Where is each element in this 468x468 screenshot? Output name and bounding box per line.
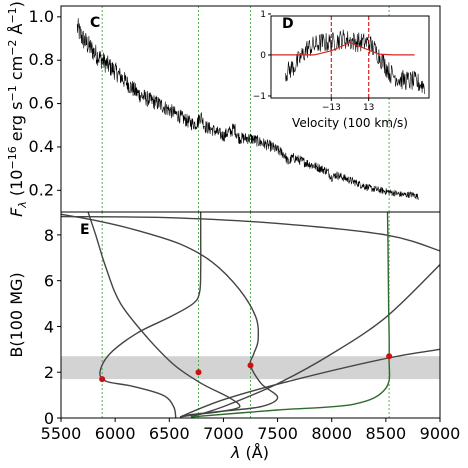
ylabel-part: −2: [6, 40, 19, 56]
panel-e-xticks: 5500 6000 6500 7000 7500 8000 8500 9000: [41, 418, 461, 443]
panel-d-ytick-label: −1: [253, 92, 266, 102]
panel-e: 5500 6000 6500 7000 7500 8000 8500 9000 0 2 4 6 8 E…: [7, 211, 461, 462]
panel-e-yticks: 0 2 4 6 8: [44, 226, 61, 428]
ylabel-part: cm: [7, 56, 26, 85]
panel-d-data: [285, 29, 425, 95]
panel-d-xlabel: Velocity (100 km/s): [292, 116, 408, 130]
panel-e-ytick-label: 8: [44, 226, 54, 245]
panel-c: 0.20.40.60.81.0 C Fλ (10−16 erg s−1 cm−2…: [6, 1, 441, 217]
panel-e-xtick-label: 8500: [365, 424, 406, 443]
ylabel-part: erg s: [7, 101, 26, 146]
panel-e-xtick-label: 7000: [203, 424, 244, 443]
panel-e-point: [247, 362, 254, 369]
panel-e-ytick-label: 4: [44, 317, 54, 336]
panel-e-curve: [190, 212, 391, 418]
panel-c-ytick-label: 0.4: [29, 137, 54, 156]
panel-d-model: [271, 41, 415, 56]
panel-d-xtick-label: 13: [363, 103, 374, 113]
panel-e-curve: [179, 348, 440, 418]
panel-e-ytick-label: 6: [44, 272, 54, 291]
panel-e-xtick-label: 8000: [311, 424, 352, 443]
panel-c-letter: C: [90, 15, 100, 31]
panel-d-background: [271, 16, 429, 98]
panel-e-xtick-label: 6500: [149, 424, 190, 443]
panel-e-vlines: [101, 212, 390, 418]
panel-e-xlabel: λ (Å): [230, 443, 269, 462]
ylabel-part: F: [7, 207, 26, 217]
panel-d-xtick-label: −13: [322, 103, 341, 113]
panel-c-ylabel: Fλ (10−16 erg s−1 cm−2 Å−1): [6, 1, 29, 217]
panel-e-xtick-label: 5500: [41, 424, 82, 443]
panel-e-point: [386, 353, 393, 360]
panel-c-ytick-label: 0.6: [29, 94, 54, 113]
panel-e-points: [99, 353, 393, 383]
panel-d-frame: [270, 15, 430, 99]
panel-e-curve: [190, 264, 440, 418]
ylabel-part: (10: [7, 170, 26, 202]
panel-e-curve: [87, 212, 241, 418]
panel-e-curve: [61, 215, 440, 252]
panel-c-spectrum: [76, 18, 419, 200]
ylabel-part: ): [7, 1, 26, 7]
panel-d-ytick-label: 1: [260, 10, 266, 20]
xlabel-part: (Å): [240, 443, 269, 462]
panel-e-xtick-label: 6000: [95, 424, 136, 443]
panel-e-frame: [60, 211, 441, 419]
panel-d-letter: D: [282, 16, 294, 32]
panel-e-curve: [61, 213, 279, 418]
panel-d-ytick-label: 0: [260, 51, 266, 61]
ylabel-part: −1: [6, 85, 19, 101]
panel-e-curve: [99, 212, 202, 418]
panel-c-ytick-label: 0.8: [29, 50, 54, 69]
panel-e-ylabel: B(100 MG): [7, 272, 26, 357]
panel-c-ytick-label: 1.0: [29, 7, 54, 26]
ylabel-part: −1: [6, 7, 19, 23]
panel-d-lines: [271, 29, 425, 95]
ylabel-part: Å: [7, 23, 26, 39]
panel-e-point: [99, 376, 106, 383]
ylabel-part: λ: [16, 201, 29, 209]
panel-c-spectrum-group: [76, 18, 419, 200]
panel-e-ytick-label: 0: [44, 409, 54, 428]
panel-c-ytick-label: 0.2: [29, 180, 54, 199]
ylabel-part: −16: [6, 146, 19, 169]
panel-e-xtick-label: 9000: [420, 424, 461, 443]
xlabel-part: λ: [230, 443, 240, 462]
panel-e-xtick-label: 7500: [257, 424, 298, 443]
panel-c-yticks: 0.2 0.4 0.6 0.8 1.0: [29, 7, 61, 199]
panel-e-letter: E: [80, 222, 90, 238]
panel-e-ytick-label: 2: [44, 363, 54, 382]
panel-e-curves: [61, 212, 440, 418]
panel-e-point: [195, 369, 202, 376]
panel-d: 1 0 −1 −13 13 D Velocity (100 km/s): [253, 10, 430, 130]
panel-d-vlines: [330, 16, 370, 98]
